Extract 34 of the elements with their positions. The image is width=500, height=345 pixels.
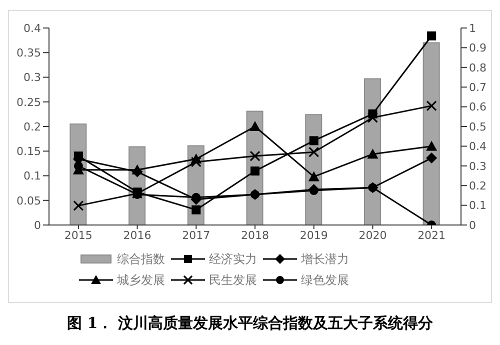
y-tick-label: 0.15 — [16, 145, 41, 158]
y2-tick-label: 0.2 — [469, 180, 486, 193]
x-tick-label: 2018 — [241, 228, 269, 242]
y2-tick-label: 0.1 — [469, 199, 486, 212]
x-tick-label: 2016 — [123, 228, 152, 242]
text: 图 1． 汶川高质量发展水平综合指数及五大子系统得分 — [66, 314, 434, 333]
y-tick-label: 0.35 — [16, 46, 41, 60]
x-tick-label: 2015 — [64, 228, 92, 242]
y2-tick-label: 0.3 — [469, 160, 486, 173]
legend-label: 城乡发展 — [117, 272, 165, 289]
y2-tick-label: 0 — [469, 218, 476, 232]
x-tick-label: 2021 — [418, 228, 446, 242]
y2-tick-label: 0.5 — [469, 120, 486, 134]
legend-label: 绿色发展 — [301, 272, 349, 289]
legend-label: 增长潜力 — [301, 251, 349, 268]
y2-tick-label: 0.6 — [469, 100, 486, 114]
legend-label: 经济实力 — [209, 251, 257, 268]
y2-tick-label: 0.9 — [469, 42, 486, 55]
legend-label: 民生发展 — [209, 272, 257, 289]
y-tick-label: 0.2 — [24, 120, 41, 134]
x-tick-label: 2020 — [358, 228, 387, 242]
y-tick-label: 0.3 — [24, 71, 41, 84]
y-tick-label: 0.1 — [24, 170, 41, 183]
y-tick-label: 0 — [34, 218, 41, 232]
y-tick-label: 0.05 — [16, 194, 41, 208]
x-tick-label: 2019 — [300, 228, 328, 242]
y2-tick-label: 0.4 — [469, 140, 486, 154]
x-tick-label: 2017 — [182, 228, 210, 242]
y2-tick-label: 1 — [469, 22, 476, 35]
y2-tick-label: 0.7 — [469, 81, 486, 94]
legend-label: 综合指数 — [117, 251, 165, 268]
y2-tick-label: 0.8 — [469, 61, 486, 74]
y-tick-label: 0.25 — [16, 96, 41, 109]
y-tick-label: 0.4 — [24, 22, 41, 35]
